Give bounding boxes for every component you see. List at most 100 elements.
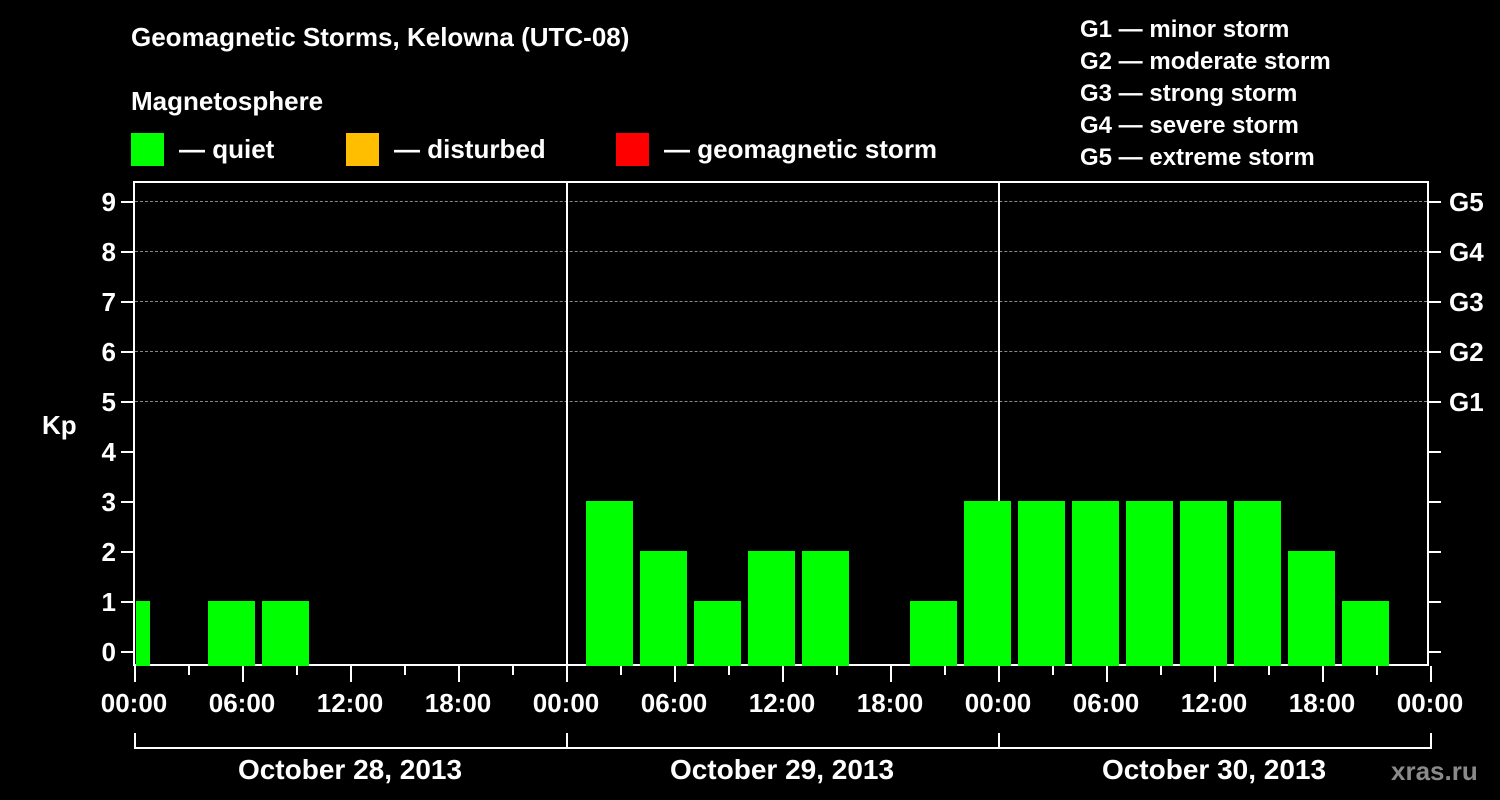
gridline-6 (135, 351, 1427, 352)
g-label: G3 (1449, 287, 1484, 317)
ytick-right (1429, 401, 1441, 403)
g-scale-g3: G3 — strong storm (1080, 80, 1298, 107)
ytick (121, 501, 133, 503)
xtick-label: 06:00 (208, 688, 276, 718)
kp-bar (1072, 501, 1119, 666)
xtick (944, 666, 946, 675)
g-label: G1 (1449, 387, 1484, 417)
gridline-9 (135, 201, 1427, 202)
date-bracket-tick (998, 733, 1000, 749)
ytick-label: 8 (101, 237, 116, 267)
kp-bar (208, 601, 255, 666)
date-label: October 30, 2013 (1101, 754, 1327, 785)
disturbed-swatch (346, 133, 379, 166)
kp-bar (640, 551, 687, 666)
xtick (350, 666, 352, 682)
legend-item-disturbed: — disturbed (346, 133, 546, 166)
date-label: October 28, 2013 (237, 754, 463, 785)
kp-bar (694, 601, 741, 666)
ytick-right (1429, 201, 1441, 203)
kp-bar (136, 601, 150, 666)
legend-label-storm: — geomagnetic storm (664, 134, 938, 164)
ytick (121, 601, 133, 603)
g-label: G4 (1449, 237, 1484, 267)
xtick-label: 18:00 (424, 688, 492, 718)
xtick (1160, 666, 1162, 675)
date-bracket-tick (566, 733, 568, 749)
xtick (728, 666, 730, 675)
ytick-label: 1 (101, 587, 116, 617)
xtick (1052, 666, 1054, 675)
date-bracket-tick (1430, 733, 1432, 749)
ytick-right (1429, 351, 1441, 353)
kp-bar (1126, 501, 1173, 666)
xtick-label: 18:00 (1288, 688, 1356, 718)
day-divider (566, 181, 568, 667)
chart-title: Geomagnetic Storms, Kelowna (UTC-08) (131, 22, 630, 52)
gridline-8 (135, 251, 1427, 252)
ytick-right (1429, 501, 1441, 503)
ytick-right (1429, 301, 1441, 303)
xtick (1376, 666, 1378, 675)
xtick (566, 666, 568, 682)
ytick-label: 3 (101, 487, 116, 517)
date-bracket-tick (134, 733, 136, 749)
ytick (121, 251, 133, 253)
ytick-right (1429, 551, 1441, 553)
g-scale-g1: G1 — minor storm (1080, 16, 1290, 43)
ytick (121, 301, 133, 303)
xtick-label: 00:00 (100, 688, 168, 718)
ytick (121, 651, 133, 653)
g-scale-g4: G4 — severe storm (1080, 112, 1299, 139)
date-bracket (134, 747, 1432, 749)
kp-bar (1180, 501, 1227, 666)
xtick-label: 06:00 (1072, 688, 1140, 718)
g-scale-g5: G5 — extreme storm (1080, 144, 1315, 171)
xtick (188, 666, 190, 675)
chart-subtitle: Magnetosphere (131, 86, 324, 116)
kp-bar (1342, 601, 1389, 666)
xtick (1322, 666, 1324, 682)
y-axis-label: Kp (42, 410, 77, 440)
quiet-swatch (131, 133, 164, 166)
ytick-label: 6 (101, 337, 116, 367)
xtick (782, 666, 784, 682)
ytick (121, 451, 133, 453)
xtick (620, 666, 622, 675)
ytick-label: 0 (101, 637, 116, 667)
ytick (121, 351, 133, 353)
ytick-label: 9 (101, 187, 116, 217)
xtick (404, 666, 406, 675)
xtick (296, 666, 298, 675)
ytick-label: 5 (101, 387, 116, 417)
g-label: G5 (1449, 187, 1484, 217)
xtick (242, 666, 244, 682)
xtick (134, 666, 136, 682)
ytick-right (1429, 651, 1441, 653)
kp-bar (748, 551, 795, 666)
legend-label-disturbed: — disturbed (394, 134, 546, 164)
xtick-label: 12:00 (748, 688, 816, 718)
kp-bar (802, 551, 849, 666)
watermark: xras.ru (1391, 756, 1478, 786)
date-label: October 29, 2013 (669, 754, 895, 785)
kp-bar (1288, 551, 1335, 666)
xtick-label: 00:00 (532, 688, 600, 718)
storm-swatch (616, 133, 649, 166)
legend-item-storm: — geomagnetic storm (616, 133, 937, 166)
xtick-label: 00:00 (1396, 688, 1464, 718)
xtick (512, 666, 514, 675)
xtick-label: 12:00 (316, 688, 384, 718)
xtick (458, 666, 460, 682)
xtick (1268, 666, 1270, 675)
xtick (836, 666, 838, 675)
ytick (121, 401, 133, 403)
g-scale-g2: G2 — moderate storm (1080, 48, 1331, 75)
kp-bar (910, 601, 957, 666)
g-label: G2 (1449, 337, 1484, 367)
kp-bar (586, 501, 633, 666)
kp-bar (964, 501, 1011, 666)
legend-item-quiet: — quiet (131, 133, 274, 166)
xtick (1106, 666, 1108, 682)
ytick-label: 2 (101, 537, 116, 567)
